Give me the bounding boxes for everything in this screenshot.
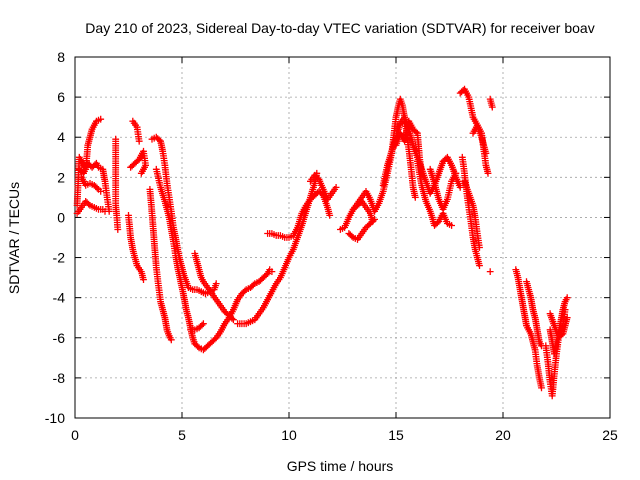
data-point-markers <box>146 186 175 344</box>
data-point-markers <box>307 171 340 203</box>
series-track-z <box>469 121 492 177</box>
x-axis-label: GPS time / hours <box>287 458 394 474</box>
x-tick-label: 0 <box>71 427 79 443</box>
series-track-r <box>345 216 378 243</box>
series-track-x <box>456 85 490 157</box>
x-tick-label: 15 <box>388 427 404 443</box>
x-tick-label: 10 <box>281 427 297 443</box>
data-point-markers <box>73 198 109 217</box>
series-track-ac <box>512 266 545 392</box>
series-track-g <box>127 147 149 177</box>
series-track-d <box>78 173 105 195</box>
data-points <box>73 85 571 400</box>
series-track-e <box>112 135 122 233</box>
y-tick-label: 6 <box>57 89 65 105</box>
y-tick-label: 2 <box>57 169 65 185</box>
y-tick-label: -4 <box>53 290 66 306</box>
series-track-ad <box>523 278 545 350</box>
data-point-markers <box>112 135 122 233</box>
data-point-markers <box>349 95 419 215</box>
y-tick-label: -2 <box>53 250 66 266</box>
data-point-markers <box>523 278 545 350</box>
data-point-markers <box>125 212 147 283</box>
data-point-markers <box>546 310 571 342</box>
data-point-markers <box>129 117 143 145</box>
series-track-b <box>75 159 113 215</box>
x-tick-label: 5 <box>178 427 186 443</box>
data-point-markers <box>234 169 321 328</box>
y-tick-label: 8 <box>57 49 65 65</box>
series-track-m <box>187 320 207 334</box>
axis-ticks: 0 5 10 15 20 25 -10 -8 -6 -4 -2 0 2 4 6 8 <box>45 49 618 443</box>
data-point-markers <box>461 177 483 251</box>
data-point-markers <box>78 173 105 195</box>
data-point-markers <box>75 159 113 215</box>
series-track-u <box>392 117 426 177</box>
series-track-h <box>129 117 143 145</box>
series-track-f <box>125 212 147 283</box>
series-track-n <box>234 169 321 328</box>
series-track-l <box>191 250 237 324</box>
y-tick-label: 0 <box>57 209 65 225</box>
data-point-markers <box>486 95 496 275</box>
data-point-markers <box>152 165 276 354</box>
data-point-markers <box>512 266 545 392</box>
x-tick-label: 25 <box>602 427 618 443</box>
y-tick-label: -6 <box>53 330 66 346</box>
y-tick-label: 4 <box>57 129 65 145</box>
series-track-c <box>73 198 109 217</box>
y-axis-label: SDTVAR / TECUs <box>6 182 22 294</box>
plot-frame <box>74 56 611 419</box>
series-track-p <box>307 171 340 203</box>
data-point-markers <box>426 165 460 213</box>
series-track-w <box>426 165 460 213</box>
series-track-v <box>414 157 455 229</box>
data-point-markers <box>469 121 492 177</box>
data-point-markers <box>392 117 426 177</box>
data-point-markers <box>127 147 149 177</box>
data-point-markers <box>187 320 207 334</box>
y-tick-label: -8 <box>53 370 66 386</box>
series-track-aa <box>461 177 483 251</box>
series-track-ag <box>546 310 571 342</box>
data-point-markers <box>456 85 490 157</box>
series-track-i <box>146 186 175 344</box>
series-track-ab <box>486 95 496 275</box>
series-track-s <box>349 95 419 215</box>
data-point-markers <box>345 216 378 243</box>
chart-title: Day 210 of 2023, Sidereal Day-to-day VTE… <box>85 20 594 36</box>
data-point-markers <box>191 250 237 324</box>
data-point-markers <box>414 157 455 229</box>
series-track-k <box>152 165 276 354</box>
y-tick-label: -10 <box>45 410 65 426</box>
x-tick-label: 20 <box>495 427 511 443</box>
